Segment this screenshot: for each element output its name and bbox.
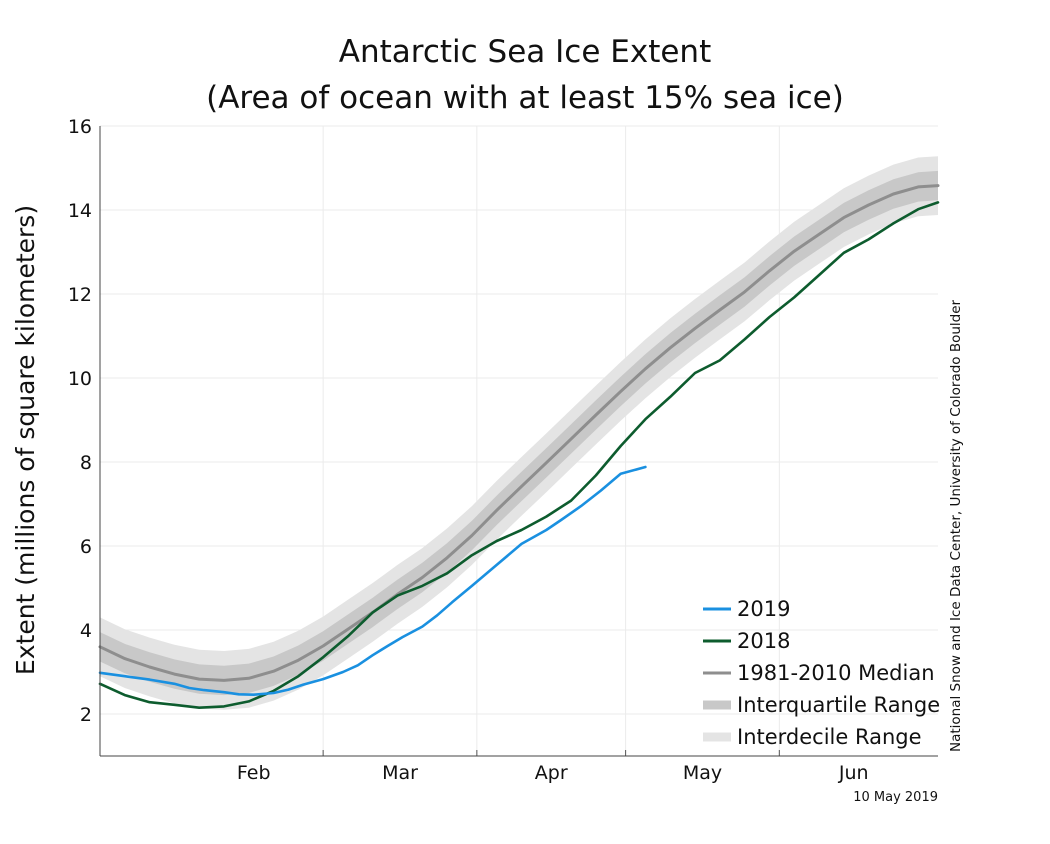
- y-axis-label: Extent (millions of square kilometers): [11, 205, 40, 675]
- legend-label: 1981-2010 Median: [737, 661, 935, 685]
- y-tick-label: 6: [80, 536, 92, 558]
- legend-label: Interdecile Range: [737, 725, 922, 749]
- legend-label: 2019: [737, 597, 790, 621]
- month-label: Feb: [237, 762, 271, 784]
- legend-label: 2018: [737, 629, 790, 653]
- legend-label: Interquartile Range: [737, 693, 940, 717]
- interquartile-range-band: [100, 170, 938, 696]
- y-tick-label: 12: [68, 284, 92, 306]
- y-tick-label: 16: [68, 116, 92, 138]
- line-layer: [98, 184, 940, 709]
- y-tick-label: 10: [68, 368, 92, 390]
- series-line-2018: [98, 201, 940, 709]
- y-tick-label: 14: [68, 200, 92, 222]
- month-label: Apr: [535, 762, 568, 784]
- series-line-2019: [98, 465, 647, 696]
- month-label: May: [683, 762, 722, 784]
- chart-subtitle: (Area of ocean with at least 15% sea ice…: [206, 80, 844, 116]
- y-tick-label: 2: [80, 704, 92, 726]
- legend: 2019 2018 1981-2010 Median Interquartile Ra…: [703, 597, 940, 749]
- y-tick-label: 4: [80, 620, 92, 642]
- credit-text: National Snow and Ice Data Center, Unive…: [948, 299, 964, 752]
- month-label: Mar: [382, 762, 418, 784]
- y-tick-label: 8: [80, 452, 92, 474]
- axis-layer: 2 4 6 8 10 12 14 16 Feb Mar Apr May Jun: [68, 116, 938, 784]
- series-line-1981-2010-median: [98, 184, 940, 682]
- month-label: Jun: [838, 762, 869, 784]
- date-stamp: 10 May 2019: [853, 790, 938, 805]
- chart-title: Antarctic Sea Ice Extent: [339, 34, 711, 70]
- grid-layer: [100, 125, 938, 756]
